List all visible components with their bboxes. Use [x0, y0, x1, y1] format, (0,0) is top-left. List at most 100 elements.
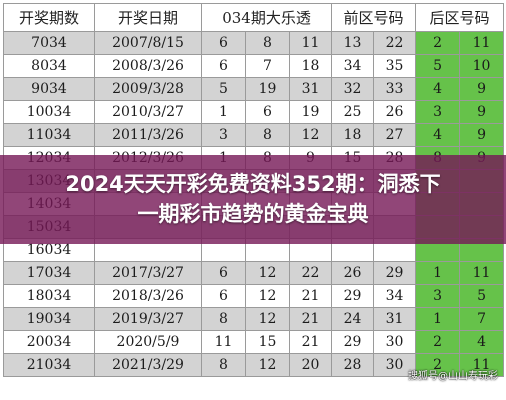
- issue-cell: 20034: [3, 330, 95, 354]
- front-number-cell: 29: [373, 261, 417, 285]
- date-cell: 2019/3/27: [94, 307, 202, 331]
- front-number-cell: 12: [245, 353, 290, 377]
- date-cell: 2010/3/27: [94, 100, 202, 124]
- back-number-cell: 4: [415, 77, 461, 101]
- date-cell: 2018/3/26: [94, 284, 202, 308]
- front-number-cell: 6: [201, 261, 246, 285]
- back-number-cell: 1: [415, 261, 461, 285]
- issue-cell: 11034: [3, 123, 95, 147]
- issue-cell: 18034: [3, 284, 95, 308]
- front-number-cell: 13: [331, 31, 375, 55]
- front-number-cell: 26: [331, 261, 375, 285]
- issue-cell: 7034: [3, 31, 95, 55]
- date-cell: 2021/3/29: [94, 353, 202, 377]
- header-front-zone: 前区号码: [331, 3, 417, 32]
- front-number-cell: 7: [245, 54, 290, 78]
- front-number-cell: 19: [245, 77, 290, 101]
- back-number-cell: 4: [415, 123, 461, 147]
- table-row: 7034 2007/8/15 6 8 11 13 22 2 11: [3, 31, 505, 55]
- front-number-cell: 30: [373, 330, 417, 354]
- table-row: 8034 2008/3/26 6 7 18 34 35 5 10: [3, 54, 505, 78]
- header-date: 开奖日期: [94, 3, 202, 32]
- header-draw: 034期大乐透: [200, 3, 333, 32]
- front-number-cell: 6: [201, 284, 246, 308]
- front-number-cell: 34: [373, 284, 417, 308]
- front-number-cell: 3: [201, 123, 246, 147]
- front-number-cell: 31: [373, 307, 417, 331]
- date-cell: 2007/8/15: [94, 31, 202, 55]
- front-number-cell: 6: [201, 54, 246, 78]
- back-number-cell: 9: [459, 123, 505, 147]
- front-number-cell: 6: [201, 31, 246, 55]
- back-number-cell: 1: [415, 307, 461, 331]
- front-number-cell: 34: [331, 54, 375, 78]
- table-row: 19034 2019/3/27 8 12 21 24 31 1 7: [3, 307, 505, 331]
- front-number-cell: 22: [373, 31, 417, 55]
- date-cell: 2017/3/27: [94, 261, 202, 285]
- issue-cell: 8034: [3, 54, 95, 78]
- back-number-cell: 9: [459, 77, 505, 101]
- table-row: 10034 2010/3/27 1 6 19 25 26 3 9: [3, 100, 505, 124]
- banner-title: 2024天天开彩免费资料352期：洞悉下 一期彩市趋势的黄金宝典: [0, 169, 506, 229]
- issue-cell: 9034: [3, 77, 95, 101]
- back-number-cell: 11: [459, 31, 505, 55]
- front-number-cell: 12: [245, 307, 290, 331]
- back-number-cell: 11: [459, 261, 505, 285]
- back-number-cell: 10: [459, 54, 505, 78]
- front-number-cell: 21: [288, 330, 333, 354]
- front-number-cell: 12: [288, 123, 333, 147]
- back-number-cell: 3: [415, 100, 461, 124]
- front-number-cell: 8: [201, 353, 246, 377]
- back-number-cell: 11: [459, 353, 505, 377]
- issue-cell: 10034: [3, 100, 95, 124]
- back-number-cell: 5: [459, 284, 505, 308]
- front-number-cell: 11: [288, 31, 333, 55]
- front-number-cell: 8: [245, 31, 290, 55]
- front-number-cell: 21: [288, 284, 333, 308]
- front-number-cell: 35: [373, 54, 417, 78]
- front-number-cell: 29: [331, 330, 375, 354]
- title-banner: [0, 155, 506, 244]
- front-number-cell: 21: [288, 307, 333, 331]
- table-row: 18034 2018/3/26 6 12 21 29 34 3 5: [3, 284, 505, 308]
- front-number-cell: 6: [245, 100, 290, 124]
- front-number-cell: 11: [201, 330, 246, 354]
- watermark: 搜狐号@山山寿玩彩: [408, 371, 498, 382]
- front-number-cell: 18: [331, 123, 375, 147]
- front-number-cell: 8: [245, 123, 290, 147]
- front-number-cell: 28: [331, 353, 375, 377]
- lottery-sheet: 开奖期数 开奖日期 034期大乐透 前区号码 后区号码 7034 2007/8/1…: [0, 3, 506, 382]
- back-number-cell: 4: [459, 330, 505, 354]
- front-number-cell: 30: [373, 353, 417, 377]
- issue-cell: 17034: [3, 261, 95, 285]
- table-row: 20034 2020/5/9 11 15 21 29 30 2 4: [3, 330, 505, 354]
- date-cell: 2008/3/26: [94, 54, 202, 78]
- front-number-cell: 15: [245, 330, 290, 354]
- front-number-cell: 5: [201, 77, 246, 101]
- back-number-cell: 2: [415, 330, 461, 354]
- front-number-cell: 31: [288, 77, 333, 101]
- front-number-cell: 29: [331, 284, 375, 308]
- date-cell: 2020/5/9: [94, 330, 202, 354]
- back-number-cell: 2: [415, 31, 461, 55]
- issue-cell: 21034: [3, 353, 95, 377]
- front-number-cell: 32: [331, 77, 375, 101]
- table-row: 9034 2009/3/28 5 19 31 32 33 4 9: [3, 77, 505, 101]
- front-number-cell: 24: [331, 307, 375, 331]
- banner-title-line1: 2024天天开彩免费资料352期：洞悉下: [65, 172, 441, 196]
- front-number-cell: 25: [331, 100, 375, 124]
- back-number-cell: 7: [459, 307, 505, 331]
- front-number-cell: 12: [245, 261, 290, 285]
- header-issue: 开奖期数: [3, 3, 95, 32]
- date-cell: 2009/3/28: [94, 77, 202, 101]
- front-number-cell: 22: [288, 261, 333, 285]
- front-number-cell: 8: [201, 307, 246, 331]
- front-number-cell: 19: [288, 100, 333, 124]
- front-number-cell: 33: [373, 77, 417, 101]
- front-number-cell: 18: [288, 54, 333, 78]
- front-number-cell: 26: [373, 100, 417, 124]
- date-cell: 2011/3/26: [94, 123, 202, 147]
- back-number-cell: 3: [415, 284, 461, 308]
- front-number-cell: 1: [201, 100, 246, 124]
- banner-title-line2: 一期彩市趋势的黄金宝典: [137, 202, 369, 226]
